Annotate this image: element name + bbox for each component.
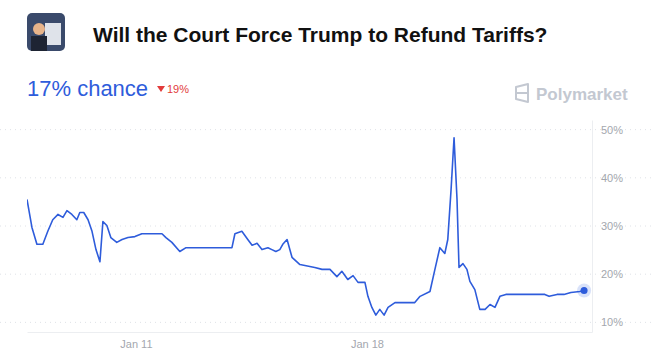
y-tick: 50% bbox=[592, 124, 623, 136]
grid-line bbox=[0, 226, 651, 227]
y-tick-label: 50% bbox=[601, 124, 623, 136]
y-tick-label: 20% bbox=[601, 268, 623, 280]
y-tick-label: 40% bbox=[601, 172, 623, 184]
watermark-icon bbox=[516, 84, 528, 102]
x-tick-label: Jan 11 bbox=[120, 338, 152, 350]
chart: Will the Court Force Trump to Refund Tar… bbox=[0, 0, 651, 361]
y-tick: 30% bbox=[592, 220, 623, 232]
thumbnail-paper bbox=[45, 23, 61, 45]
thumbnail-suit bbox=[31, 36, 47, 51]
grid bbox=[0, 130, 651, 323]
end-dot-halo bbox=[577, 284, 591, 298]
title: Will the Court Force Trump to Refund Tar… bbox=[93, 23, 547, 46]
y-tick: 20% bbox=[592, 268, 623, 280]
thumbnail bbox=[27, 13, 65, 51]
grid-line bbox=[0, 274, 651, 275]
thumbnail-bg bbox=[27, 13, 65, 51]
change-label: 19% bbox=[167, 83, 189, 95]
x-tick-label: Jan 18 bbox=[351, 338, 384, 350]
watermark-text: Polymarket bbox=[536, 85, 628, 104]
subtitle: 17% chance bbox=[27, 76, 148, 101]
watermark: Polymarket bbox=[516, 84, 628, 104]
y-tick-label: 30% bbox=[601, 220, 623, 232]
grid-line bbox=[0, 322, 651, 323]
plot: 10% 20% 30% 40% 50% Jan 11 Jan 18 bbox=[0, 121, 651, 350]
end-dot bbox=[581, 287, 588, 294]
x-tick: Jan 11 bbox=[120, 332, 152, 350]
y-axis: 10% 20% 30% 40% 50% bbox=[592, 121, 623, 333]
thumbnail-face bbox=[33, 23, 45, 35]
grid-line bbox=[0, 129, 651, 130]
change-arrow bbox=[157, 86, 165, 92]
grid-line bbox=[0, 177, 651, 178]
x-axis-line bbox=[28, 332, 593, 333]
y-tick: 10% bbox=[592, 316, 623, 328]
x-tick: Jan 18 bbox=[351, 332, 384, 350]
x-axis: Jan 11 Jan 18 bbox=[28, 332, 593, 350]
y-axis-line bbox=[592, 121, 593, 333]
y-tick-label: 10% bbox=[601, 316, 623, 328]
y-tick: 40% bbox=[592, 172, 623, 184]
marks bbox=[27, 138, 591, 315]
line bbox=[27, 138, 584, 315]
